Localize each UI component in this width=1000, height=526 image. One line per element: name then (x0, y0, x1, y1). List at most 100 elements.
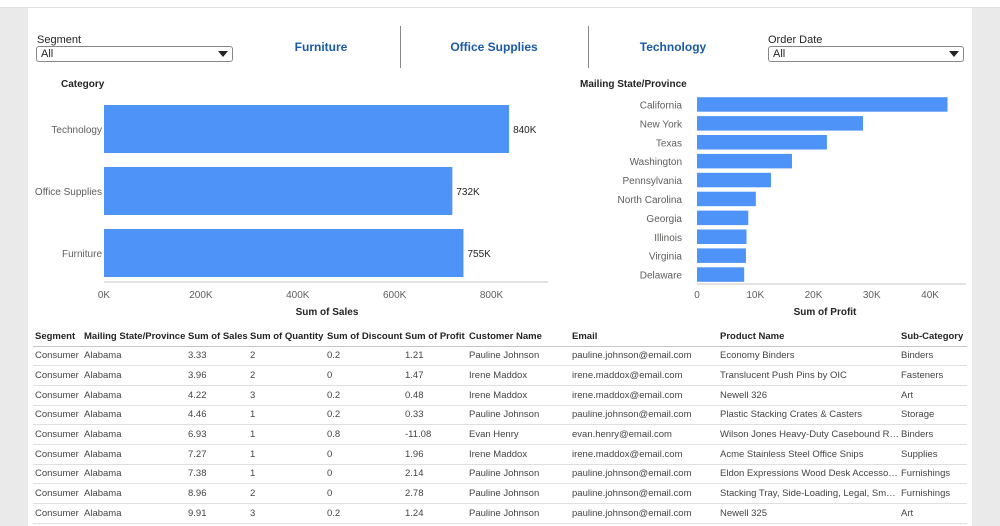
profit-by-state-chart: California New York Texas Washington Pennsyl… (618, 97, 966, 318)
table-cell: 1.47 (403, 365, 467, 386)
category-label: Texas (656, 138, 682, 149)
table-cell: Consumer (33, 346, 82, 367)
category-label: Delaware (640, 271, 683, 282)
table-cell: 4.22 (186, 385, 248, 406)
table-cell: irene.maddox@email.com (570, 365, 718, 386)
table-cell: 2 (248, 346, 325, 367)
segment-dropdown-value: All (41, 48, 54, 60)
table-cell: 1 (248, 444, 325, 465)
table-cell: 0 (325, 464, 403, 485)
table-cell: 2 (248, 483, 325, 504)
table-cell: Irene Maddox (467, 444, 570, 465)
bar (104, 229, 464, 277)
profit-chart-axis-title: Mailing State/Province (580, 79, 687, 90)
table-cell: Stacking Tray, Side-Loading, Legal, Smok… (718, 483, 899, 504)
table-cell: irene.maddox@email.com (570, 444, 718, 465)
table-cell: 0.8 (325, 424, 403, 445)
table-cell: Newell 325 (718, 503, 899, 524)
table-cell: Consumer (33, 385, 82, 406)
table-cell: Translucent Push Pins by OIC (718, 365, 899, 386)
bar (697, 135, 827, 150)
column-header[interactable]: Mailing State/Province (82, 328, 186, 347)
table-cell: Alabama (82, 424, 186, 445)
column-header[interactable]: Product Name (718, 328, 899, 347)
table-cell: Art (899, 385, 967, 406)
category-label: North Carolina (618, 195, 683, 206)
table-cell: 1.96 (403, 444, 467, 465)
table-cell: 1 (248, 424, 325, 445)
column-header[interactable]: Segment (33, 328, 82, 347)
tab-technology[interactable]: Technology (639, 40, 707, 54)
table-cell: Consumer (33, 464, 82, 485)
table-cell: Irene Maddox (467, 385, 570, 406)
table-cell: 1 (248, 405, 325, 426)
table-row[interactable]: Consumer Alabama 4.22 3 0.2 0.48 Irene Maddox i… (33, 385, 967, 406)
table-cell: 0.48 (403, 385, 467, 406)
x-tick-label: 20K (805, 290, 823, 301)
x-tick-label: 10K (746, 290, 764, 301)
table-cell: 7.38 (186, 464, 248, 485)
column-header[interactable]: Sum of Quantity (248, 328, 325, 347)
table-row[interactable]: Consumer Alabama 6.93 1 0.8 -11.08 Evan Henry e… (33, 424, 967, 445)
table-cell: Alabama (82, 365, 186, 386)
table-cell: Alabama (82, 346, 186, 367)
x-tick-label: 30K (863, 290, 881, 301)
x-tick-label: 40K (921, 290, 939, 301)
category-label: Illinois (654, 233, 682, 244)
sales-by-category-chart: Technology 840K Office Supplies 732K Furnitu… (35, 105, 548, 318)
table-cell: Art (899, 503, 967, 524)
segment-dropdown[interactable]: All (36, 46, 233, 62)
order-date-dropdown[interactable]: All (768, 46, 964, 62)
table-cell: 1.24 (403, 503, 467, 524)
table-cell: Consumer (33, 365, 82, 386)
column-header[interactable]: Sum of Discount (325, 328, 403, 347)
x-tick-label: 400K (286, 290, 310, 301)
table-cell: 0.2 (325, 503, 403, 524)
column-header[interactable]: Sum of Sales (186, 328, 248, 347)
table-row[interactable]: Consumer Alabama 3.96 2 0 1.47 Irene Maddox ire… (33, 365, 967, 386)
x-tick-label: 0K (98, 290, 111, 301)
data-label: 755K (467, 249, 491, 260)
table-cell: Alabama (82, 503, 186, 524)
x-axis-title: Sum of Sales (296, 307, 359, 318)
table-cell: Alabama (82, 464, 186, 485)
table-cell: Pauline Johnson (467, 483, 570, 504)
table-row[interactable]: Consumer Alabama 9.91 3 0.2 1.24 Pauline Johns… (33, 503, 967, 524)
x-tick-label: 600K (383, 290, 407, 301)
category-label: Office Supplies (35, 187, 102, 198)
bar (697, 191, 756, 207)
table-cell: -11.08 (403, 424, 467, 445)
column-header[interactable]: Email (570, 328, 718, 347)
bar (104, 105, 510, 153)
tab-office-supplies[interactable]: Office Supplies (450, 40, 538, 54)
table-cell: Consumer (33, 483, 82, 504)
table-cell: Alabama (82, 405, 186, 426)
table-row[interactable]: Consumer Alabama 7.38 1 0 2.14 Pauline Johnson… (33, 464, 967, 485)
table-cell: 2.14 (403, 464, 467, 485)
bar (697, 229, 747, 244)
table-cell: pauline.johnson@email.com (570, 503, 718, 524)
table-cell: Consumer (33, 424, 82, 445)
column-header[interactable]: Customer Name (467, 328, 570, 347)
table-cell: Pauline Johnson (467, 503, 570, 524)
table-header-row: Segment Mailing State/Province Sum of Sale… (33, 328, 967, 347)
table-cell: 2 (248, 365, 325, 386)
column-header[interactable]: Sum of Profit (403, 328, 467, 347)
data-label: 732K (456, 187, 480, 198)
table-cell: Acme Stainless Steel Office Snips (718, 444, 899, 465)
table-cell: Alabama (82, 385, 186, 406)
table-cell: 4.46 (186, 405, 248, 426)
table-cell: Binders (899, 346, 967, 367)
table-row[interactable]: Consumer Alabama 3.33 2 0.2 1.21 Pauline Johns… (33, 346, 967, 367)
table-cell: 3.33 (186, 346, 248, 367)
table-cell: 3 (248, 503, 325, 524)
table-cell: 1 (248, 464, 325, 485)
table-cell: Pauline Johnson (467, 405, 570, 426)
table-row[interactable]: Consumer Alabama 4.46 1 0.2 0.33 Pauline Johns… (33, 405, 967, 426)
bar (697, 172, 771, 188)
tab-furniture[interactable]: Furniture (294, 40, 348, 54)
table-row[interactable]: Consumer Alabama 7.27 1 0 1.96 Irene Maddox ire… (33, 444, 967, 465)
table-row[interactable]: Consumer Alabama 8.96 2 0 2.78 Pauline Johnson… (33, 483, 967, 504)
table-cell: pauline.johnson@email.com (570, 483, 718, 504)
column-header[interactable]: Sub-Category (899, 328, 967, 347)
